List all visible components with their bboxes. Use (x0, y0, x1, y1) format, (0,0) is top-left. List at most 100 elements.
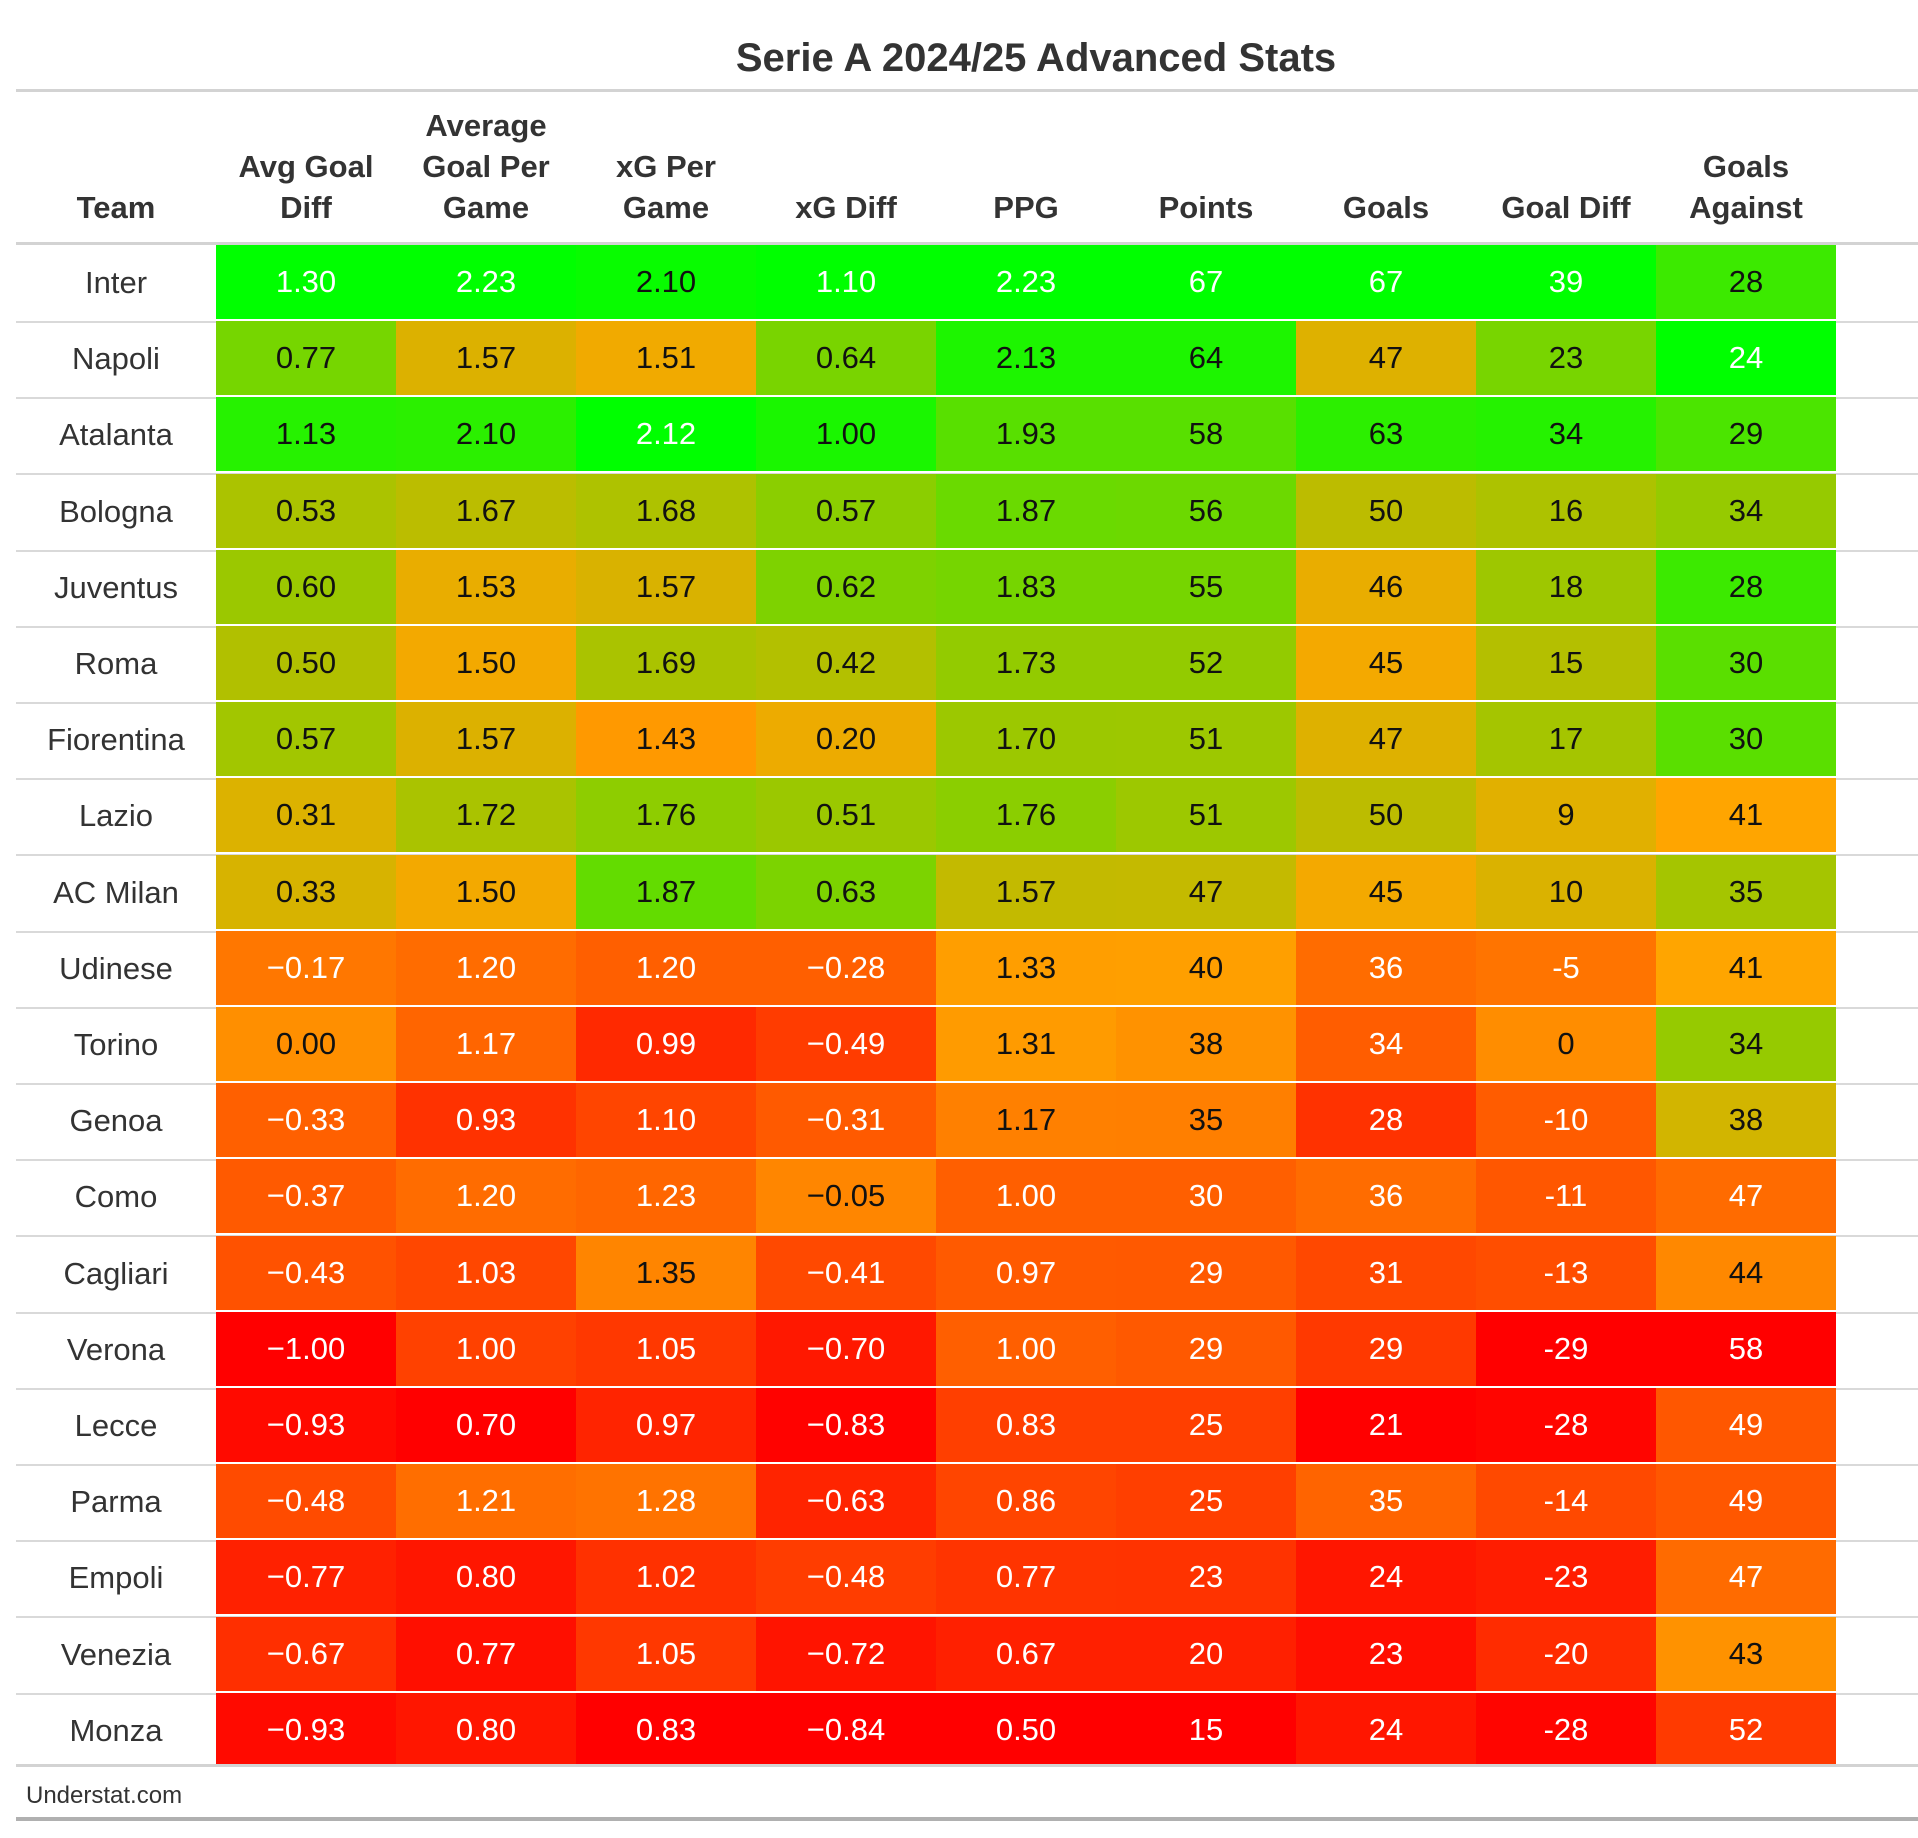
table-row: Atalanta 1.13 2.10 2.12 1.00 1.93 58 63 34 29 (16, 397, 1918, 476)
cell-points: 30 (1116, 1159, 1296, 1234)
cell-goals-against: 38 (1656, 1083, 1836, 1158)
cell-avg-goal-diff: 0.50 (216, 626, 396, 700)
table-row: Genoa −0.33 0.93 1.10 −0.31 1.17 35 28 -10 38 (16, 1083, 1918, 1162)
cell-points: 29 (1116, 1235, 1296, 1310)
cell-goals: 35 (1296, 1464, 1476, 1539)
cell-goals: 67 (1296, 245, 1476, 319)
cell-goals: 31 (1296, 1235, 1476, 1310)
cell-goals-against: 35 (1656, 854, 1836, 929)
cell-avg-goal-diff: 0.60 (216, 549, 396, 624)
cell-goal-diff: -29 (1476, 1311, 1656, 1386)
cell-goals-against: 44 (1656, 1235, 1836, 1310)
cell-goals-against: 41 (1656, 930, 1836, 1005)
cell-xg-per-game: 1.10 (576, 1083, 756, 1158)
cell-goals-against: 28 (1656, 245, 1836, 319)
table-row: AC Milan 0.33 1.50 1.87 0.63 1.57 47 45 10 35 (16, 854, 1918, 933)
cell-ppg: 1.33 (936, 930, 1116, 1005)
cell-points: 47 (1116, 854, 1296, 929)
cell-goals: 28 (1296, 1083, 1476, 1158)
cell-xg-per-game: 1.05 (576, 1311, 756, 1386)
team-name-cell: Juventus (53, 569, 179, 605)
cell-goal-diff: 23 (1476, 321, 1656, 396)
cell-goals: 36 (1296, 930, 1476, 1005)
cell-xg-diff: −0.48 (756, 1540, 936, 1615)
cell-xg-diff: 0.62 (756, 549, 936, 624)
cell-goals: 47 (1296, 321, 1476, 396)
cell-ppg: 1.17 (936, 1083, 1116, 1158)
column-header-goals-against: Goals Against (1689, 149, 1803, 225)
cell-avg-goal-per-game: 1.50 (396, 854, 576, 929)
cell-xg-diff: −0.72 (756, 1616, 936, 1691)
table-row: Roma 0.50 1.50 1.69 0.42 1.73 52 45 15 30 (16, 626, 1918, 704)
cell-xg-per-game: 2.10 (576, 245, 756, 319)
team-name-cell: Lazio (78, 798, 154, 834)
cell-avg-goal-per-game: 0.70 (396, 1388, 576, 1462)
team-name-cell: Bologna (59, 493, 173, 529)
cell-xg-diff: −0.28 (756, 930, 936, 1005)
column-header-ppg: PPG (993, 190, 1059, 225)
column-header-xg-per-game: xG Per Game (616, 149, 716, 225)
cell-goals: 45 (1296, 626, 1476, 700)
cell-points: 51 (1116, 702, 1296, 777)
cell-xg-per-game: 1.28 (576, 1464, 756, 1539)
cell-points: 56 (1116, 473, 1296, 548)
cell-xg-diff: 0.20 (756, 702, 936, 777)
team-name-cell: Cagliari (63, 1255, 169, 1291)
cell-avg-goal-diff: 1.13 (216, 397, 396, 472)
cell-avg-goal-per-game: 1.72 (396, 778, 576, 853)
cell-avg-goal-diff: −0.33 (216, 1083, 396, 1158)
cell-goals: 45 (1296, 854, 1476, 929)
cell-xg-per-game: 2.12 (576, 397, 756, 472)
cell-avg-goal-per-game: 1.50 (396, 626, 576, 700)
cell-xg-per-game: 1.76 (576, 778, 756, 853)
cell-xg-diff: −0.70 (756, 1311, 936, 1386)
cell-xg-diff: −0.41 (756, 1235, 936, 1310)
table-row: Lazio 0.31 1.72 1.76 0.51 1.76 51 50 9 41 (16, 778, 1918, 857)
cell-xg-diff: −0.83 (756, 1388, 936, 1462)
cell-avg-goal-diff: −0.17 (216, 930, 396, 1005)
team-name-cell: Empoli (68, 1560, 164, 1596)
team-name-cell: Parma (70, 1484, 162, 1520)
cell-avg-goal-per-game: 0.80 (396, 1692, 576, 1767)
cell-xg-diff: 1.10 (756, 245, 936, 319)
cell-xg-diff: 1.00 (756, 397, 936, 472)
cell-xg-per-game: 1.68 (576, 473, 756, 548)
cell-ppg: 0.50 (936, 1692, 1116, 1767)
cell-points: 55 (1116, 549, 1296, 624)
cell-avg-goal-per-game: 1.57 (396, 321, 576, 396)
cell-xg-diff: −0.49 (756, 1007, 936, 1081)
cell-goals-against: 29 (1656, 397, 1836, 472)
table-row: Torino 0.00 1.17 0.99 −0.49 1.31 38 34 0 34 (16, 1007, 1918, 1085)
cell-points: 40 (1116, 930, 1296, 1005)
cell-avg-goal-per-game: 0.80 (396, 1540, 576, 1615)
cell-avg-goal-diff: −0.77 (216, 1540, 396, 1615)
cell-avg-goal-per-game: 1.03 (396, 1235, 576, 1310)
cell-goals: 50 (1296, 778, 1476, 853)
column-header-points: Points (1158, 190, 1254, 225)
cell-points: 67 (1116, 245, 1296, 319)
cell-xg-per-game: 1.05 (576, 1616, 756, 1691)
column-header-avg-goal-diff: Avg Goal Diff (238, 149, 374, 225)
cell-ppg: 2.13 (936, 321, 1116, 396)
cell-ppg: 0.97 (936, 1235, 1116, 1310)
cell-xg-per-game: 0.99 (576, 1007, 756, 1081)
cell-avg-goal-diff: 1.30 (216, 245, 396, 319)
cell-ppg: 1.73 (936, 626, 1116, 700)
cell-xg-per-game: 1.57 (576, 549, 756, 624)
cell-goal-diff: -28 (1476, 1388, 1656, 1462)
table-row: Venezia −0.67 0.77 1.05 −0.72 0.67 20 23 -20 43 (16, 1616, 1918, 1695)
team-name-cell: Inter (84, 265, 148, 300)
table-row: Como −0.37 1.20 1.23 −0.05 1.00 30 36 -11 47 (16, 1159, 1918, 1238)
cell-goals: 47 (1296, 702, 1476, 777)
cell-xg-per-game: 1.69 (576, 626, 756, 700)
cell-goals: 46 (1296, 549, 1476, 624)
team-name-cell: Lecce (74, 1408, 158, 1443)
cell-xg-diff: 0.42 (756, 626, 936, 700)
cell-avg-goal-diff: 0.33 (216, 854, 396, 929)
column-header-goals: Goals (1342, 190, 1430, 225)
cell-points: 35 (1116, 1083, 1296, 1158)
cell-avg-goal-per-game: 1.53 (396, 549, 576, 624)
cell-goals-against: 47 (1656, 1540, 1836, 1615)
cell-points: 15 (1116, 1692, 1296, 1767)
team-name-cell: Atalanta (59, 417, 173, 453)
